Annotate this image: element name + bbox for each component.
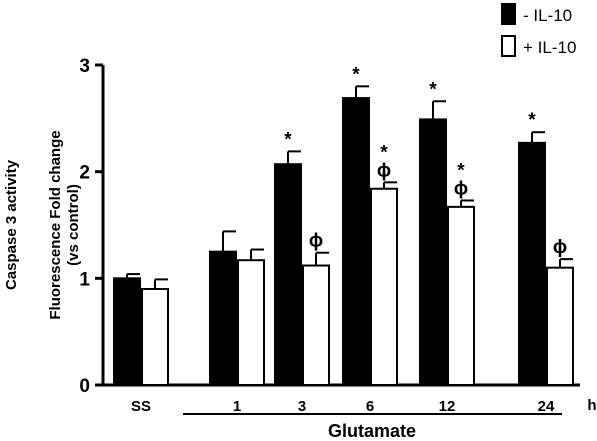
bar-minus-il10: [518, 141, 546, 386]
significance-marker: *: [352, 64, 360, 85]
legend-label-plus-il10: + IL-10: [523, 38, 576, 57]
bar-minus-il10: [113, 277, 141, 387]
legend-swatch-minus-il10: [501, 3, 516, 25]
y-tick-label: 3: [79, 56, 90, 77]
significance-marker: *: [528, 110, 536, 131]
glutamate-label: Glutamate: [328, 421, 416, 441]
bar-plus-il10: [546, 266, 574, 386]
x-tick-label: 24: [538, 398, 555, 415]
y-axis-title-line3: (vs control): [65, 184, 82, 266]
significance-marker: *: [429, 79, 437, 100]
hour-unit-label: h: [587, 397, 596, 414]
bar-plus-il10: [302, 264, 330, 386]
bar-minus-il10: [419, 118, 447, 387]
significance-marker: ϕ: [454, 178, 468, 199]
significance-marker: ϕ: [377, 160, 391, 181]
x-tick-label: 3: [298, 398, 306, 415]
significance-marker: ϕ: [309, 231, 323, 252]
x-tick-label: 6: [366, 398, 374, 415]
y-tick-label: 1: [79, 269, 90, 290]
y-tick-label: 0: [79, 376, 90, 397]
x-tick-label: SS: [131, 398, 151, 415]
bar-plus-il10: [447, 205, 475, 386]
bar-plus-il10: [141, 288, 169, 386]
bar-minus-il10: [274, 163, 302, 386]
bar-minus-il10: [342, 97, 370, 386]
x-tick-label: 12: [439, 398, 456, 415]
legend-label-minus-il10: - IL-10: [523, 6, 572, 25]
y-axis-title-line2: Fluorescence Fold change: [47, 130, 64, 319]
y-axis-title-line1: Caspase 3 activity: [3, 159, 20, 290]
y-tick-label: 2: [79, 163, 90, 184]
x-tick-label: 1: [233, 398, 241, 415]
significance-marker: ϕ: [553, 237, 567, 258]
bar-plus-il10: [370, 187, 398, 386]
legend-swatch-plus-il10: [501, 35, 516, 57]
significance-marker: *: [380, 142, 388, 163]
bar-plus-il10: [237, 259, 265, 387]
significance-marker: *: [284, 129, 292, 150]
bar-minus-il10: [209, 250, 237, 386]
significance-marker: *: [457, 160, 465, 181]
